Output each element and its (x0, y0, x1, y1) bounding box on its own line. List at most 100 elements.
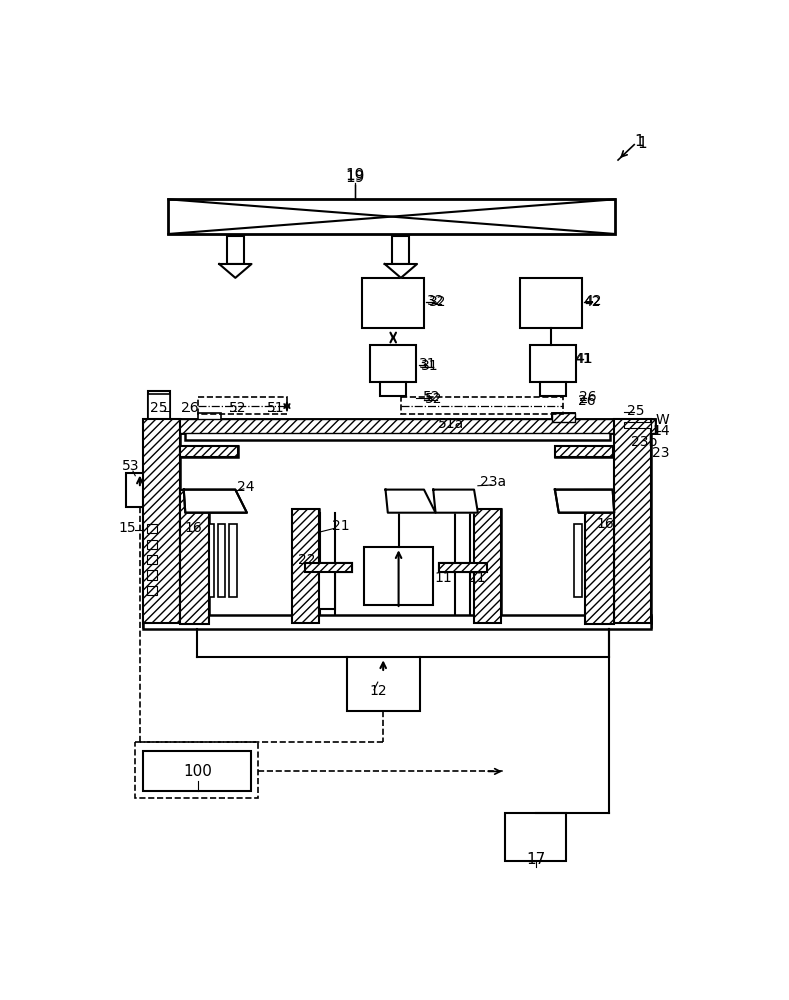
Text: 52: 52 (424, 392, 442, 406)
Bar (614, 419, 651, 623)
Text: 41: 41 (575, 352, 593, 366)
Polygon shape (219, 264, 252, 278)
Bar (147, 540, 157, 549)
Text: 53: 53 (122, 460, 140, 474)
Bar (316, 567, 335, 609)
Text: 21: 21 (332, 519, 350, 533)
Bar (147, 524, 157, 533)
Polygon shape (433, 490, 478, 513)
Bar (143, 419, 655, 433)
Polygon shape (385, 264, 417, 278)
Bar (347, 657, 421, 711)
Text: 24: 24 (237, 480, 254, 494)
Text: 16: 16 (596, 517, 615, 531)
Text: 32: 32 (427, 294, 444, 308)
Bar (147, 570, 157, 580)
Bar (624, 422, 651, 428)
Text: 32: 32 (429, 295, 447, 309)
Bar (474, 509, 501, 623)
Text: 31: 31 (421, 359, 438, 373)
Bar (180, 446, 237, 457)
Text: 26: 26 (181, 401, 199, 415)
Text: 42: 42 (585, 294, 602, 308)
Text: 23: 23 (653, 446, 670, 460)
Text: 11: 11 (435, 571, 452, 585)
Bar (126, 473, 154, 507)
Bar (555, 446, 612, 457)
Text: 19: 19 (345, 170, 365, 185)
Bar (143, 419, 655, 433)
Bar (143, 419, 655, 433)
Bar (147, 586, 157, 595)
Text: 19: 19 (345, 168, 365, 183)
Polygon shape (555, 490, 614, 513)
Text: 51a: 51a (438, 417, 464, 431)
Text: 26: 26 (578, 394, 596, 408)
Polygon shape (555, 490, 614, 513)
Bar (305, 563, 353, 572)
Bar (218, 524, 226, 597)
Bar (530, 345, 577, 382)
Bar (370, 345, 417, 382)
Bar (143, 615, 651, 629)
Text: 25: 25 (627, 404, 645, 418)
Bar (585, 524, 593, 597)
Bar (555, 446, 612, 457)
Bar (505, 813, 567, 861)
Text: 14: 14 (653, 424, 670, 438)
Bar (198, 413, 222, 422)
Bar (227, 235, 244, 264)
Text: 100: 100 (183, 764, 212, 779)
Bar (552, 413, 575, 422)
Polygon shape (433, 490, 478, 513)
Bar (552, 413, 575, 422)
Text: 12: 12 (369, 684, 387, 698)
Bar (597, 524, 605, 597)
Bar (520, 278, 581, 328)
Text: 1: 1 (635, 134, 645, 149)
Bar (143, 617, 651, 627)
Bar (614, 419, 651, 623)
Text: 31: 31 (419, 357, 436, 371)
Bar (185, 431, 611, 440)
Bar (585, 490, 614, 624)
Bar (198, 397, 287, 414)
Bar (585, 490, 614, 624)
Bar (380, 382, 406, 396)
Bar (305, 563, 353, 572)
Bar (143, 419, 180, 623)
Bar (439, 563, 487, 572)
Bar (574, 524, 581, 597)
Bar (168, 199, 615, 234)
Text: 21: 21 (468, 571, 485, 585)
Bar (624, 422, 651, 428)
Text: 52: 52 (229, 401, 246, 415)
Text: 15: 15 (118, 521, 136, 535)
Bar (180, 446, 237, 457)
Bar (552, 413, 575, 422)
Polygon shape (386, 490, 436, 513)
Text: 25: 25 (150, 401, 167, 415)
Bar (180, 490, 209, 624)
Text: 1: 1 (637, 136, 647, 151)
Text: 26: 26 (579, 390, 596, 404)
Bar (147, 555, 157, 564)
Text: 22: 22 (298, 553, 316, 567)
Text: 52: 52 (423, 390, 440, 404)
Text: 41: 41 (574, 352, 593, 366)
Bar (206, 524, 214, 597)
Text: 16: 16 (184, 521, 202, 535)
Bar (143, 419, 180, 623)
Bar (135, 742, 259, 798)
Bar (392, 235, 409, 264)
Bar (362, 278, 424, 328)
Text: 23a: 23a (481, 475, 507, 489)
Bar (401, 397, 563, 414)
Bar (540, 382, 567, 396)
Bar (148, 394, 170, 422)
Polygon shape (184, 490, 247, 513)
Text: 51: 51 (267, 401, 285, 415)
Text: 23b: 23b (631, 435, 657, 449)
Text: W: W (656, 413, 670, 427)
Text: 17: 17 (526, 852, 545, 867)
